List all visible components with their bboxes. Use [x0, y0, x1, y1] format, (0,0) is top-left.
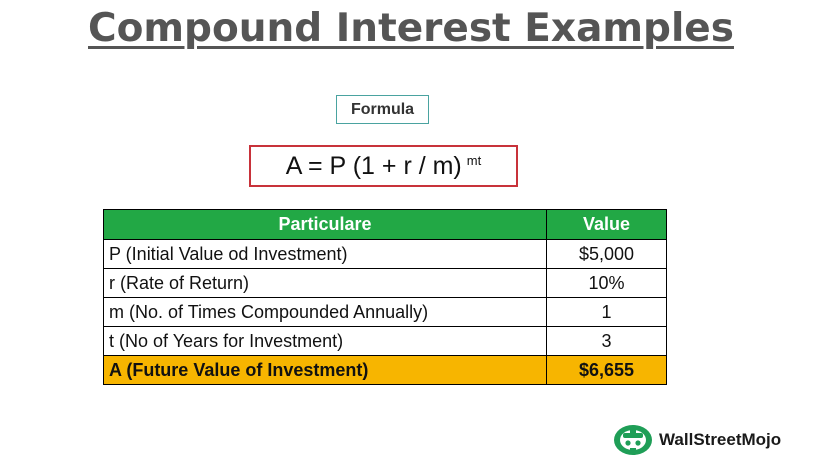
formula-label-text: Formula	[350, 100, 415, 118]
row-label: t (No of Years for Investment)	[103, 326, 547, 356]
table-header-row: Particulare Value	[103, 209, 667, 240]
formula-expression: A = P (1 + r / m)	[285, 151, 462, 180]
header-value: Value	[546, 209, 667, 240]
page-title: Compound Interest Examples	[88, 6, 734, 51]
row-value: $5,000	[546, 239, 667, 269]
wallstreetmojo-logo-icon	[614, 425, 652, 455]
compound-interest-table: Particulare Value P (Initial Value od In…	[103, 209, 667, 385]
table-row: P (Initial Value od Investment) $5,000	[103, 239, 667, 269]
wallstreetmojo-logo: WallStreetMojo	[613, 423, 781, 457]
total-row: A (Future Value of Investment) $6,655	[103, 355, 667, 385]
formula-exponent: mt	[466, 152, 482, 168]
row-label: r (Rate of Return)	[103, 268, 547, 298]
total-label: A (Future Value of Investment)	[103, 355, 547, 385]
logo-text: WallStreetMojo	[659, 430, 782, 449]
table-row: t (No of Years for Investment) 3	[103, 326, 667, 356]
row-label: m (No. of Times Compounded Annually)	[103, 297, 547, 327]
formula-box: A = P (1 + r / m) mt	[249, 145, 518, 187]
formula-label: Formula	[336, 95, 429, 124]
row-label: P (Initial Value od Investment)	[103, 239, 547, 269]
table-row: r (Rate of Return) 10%	[103, 268, 667, 298]
total-value: $6,655	[546, 355, 667, 385]
row-value: 10%	[546, 268, 667, 298]
row-value: 3	[546, 326, 667, 356]
row-value: 1	[546, 297, 667, 327]
header-particulars: Particulare	[103, 209, 547, 240]
table-row: m (No. of Times Compounded Annually) 1	[103, 297, 667, 327]
